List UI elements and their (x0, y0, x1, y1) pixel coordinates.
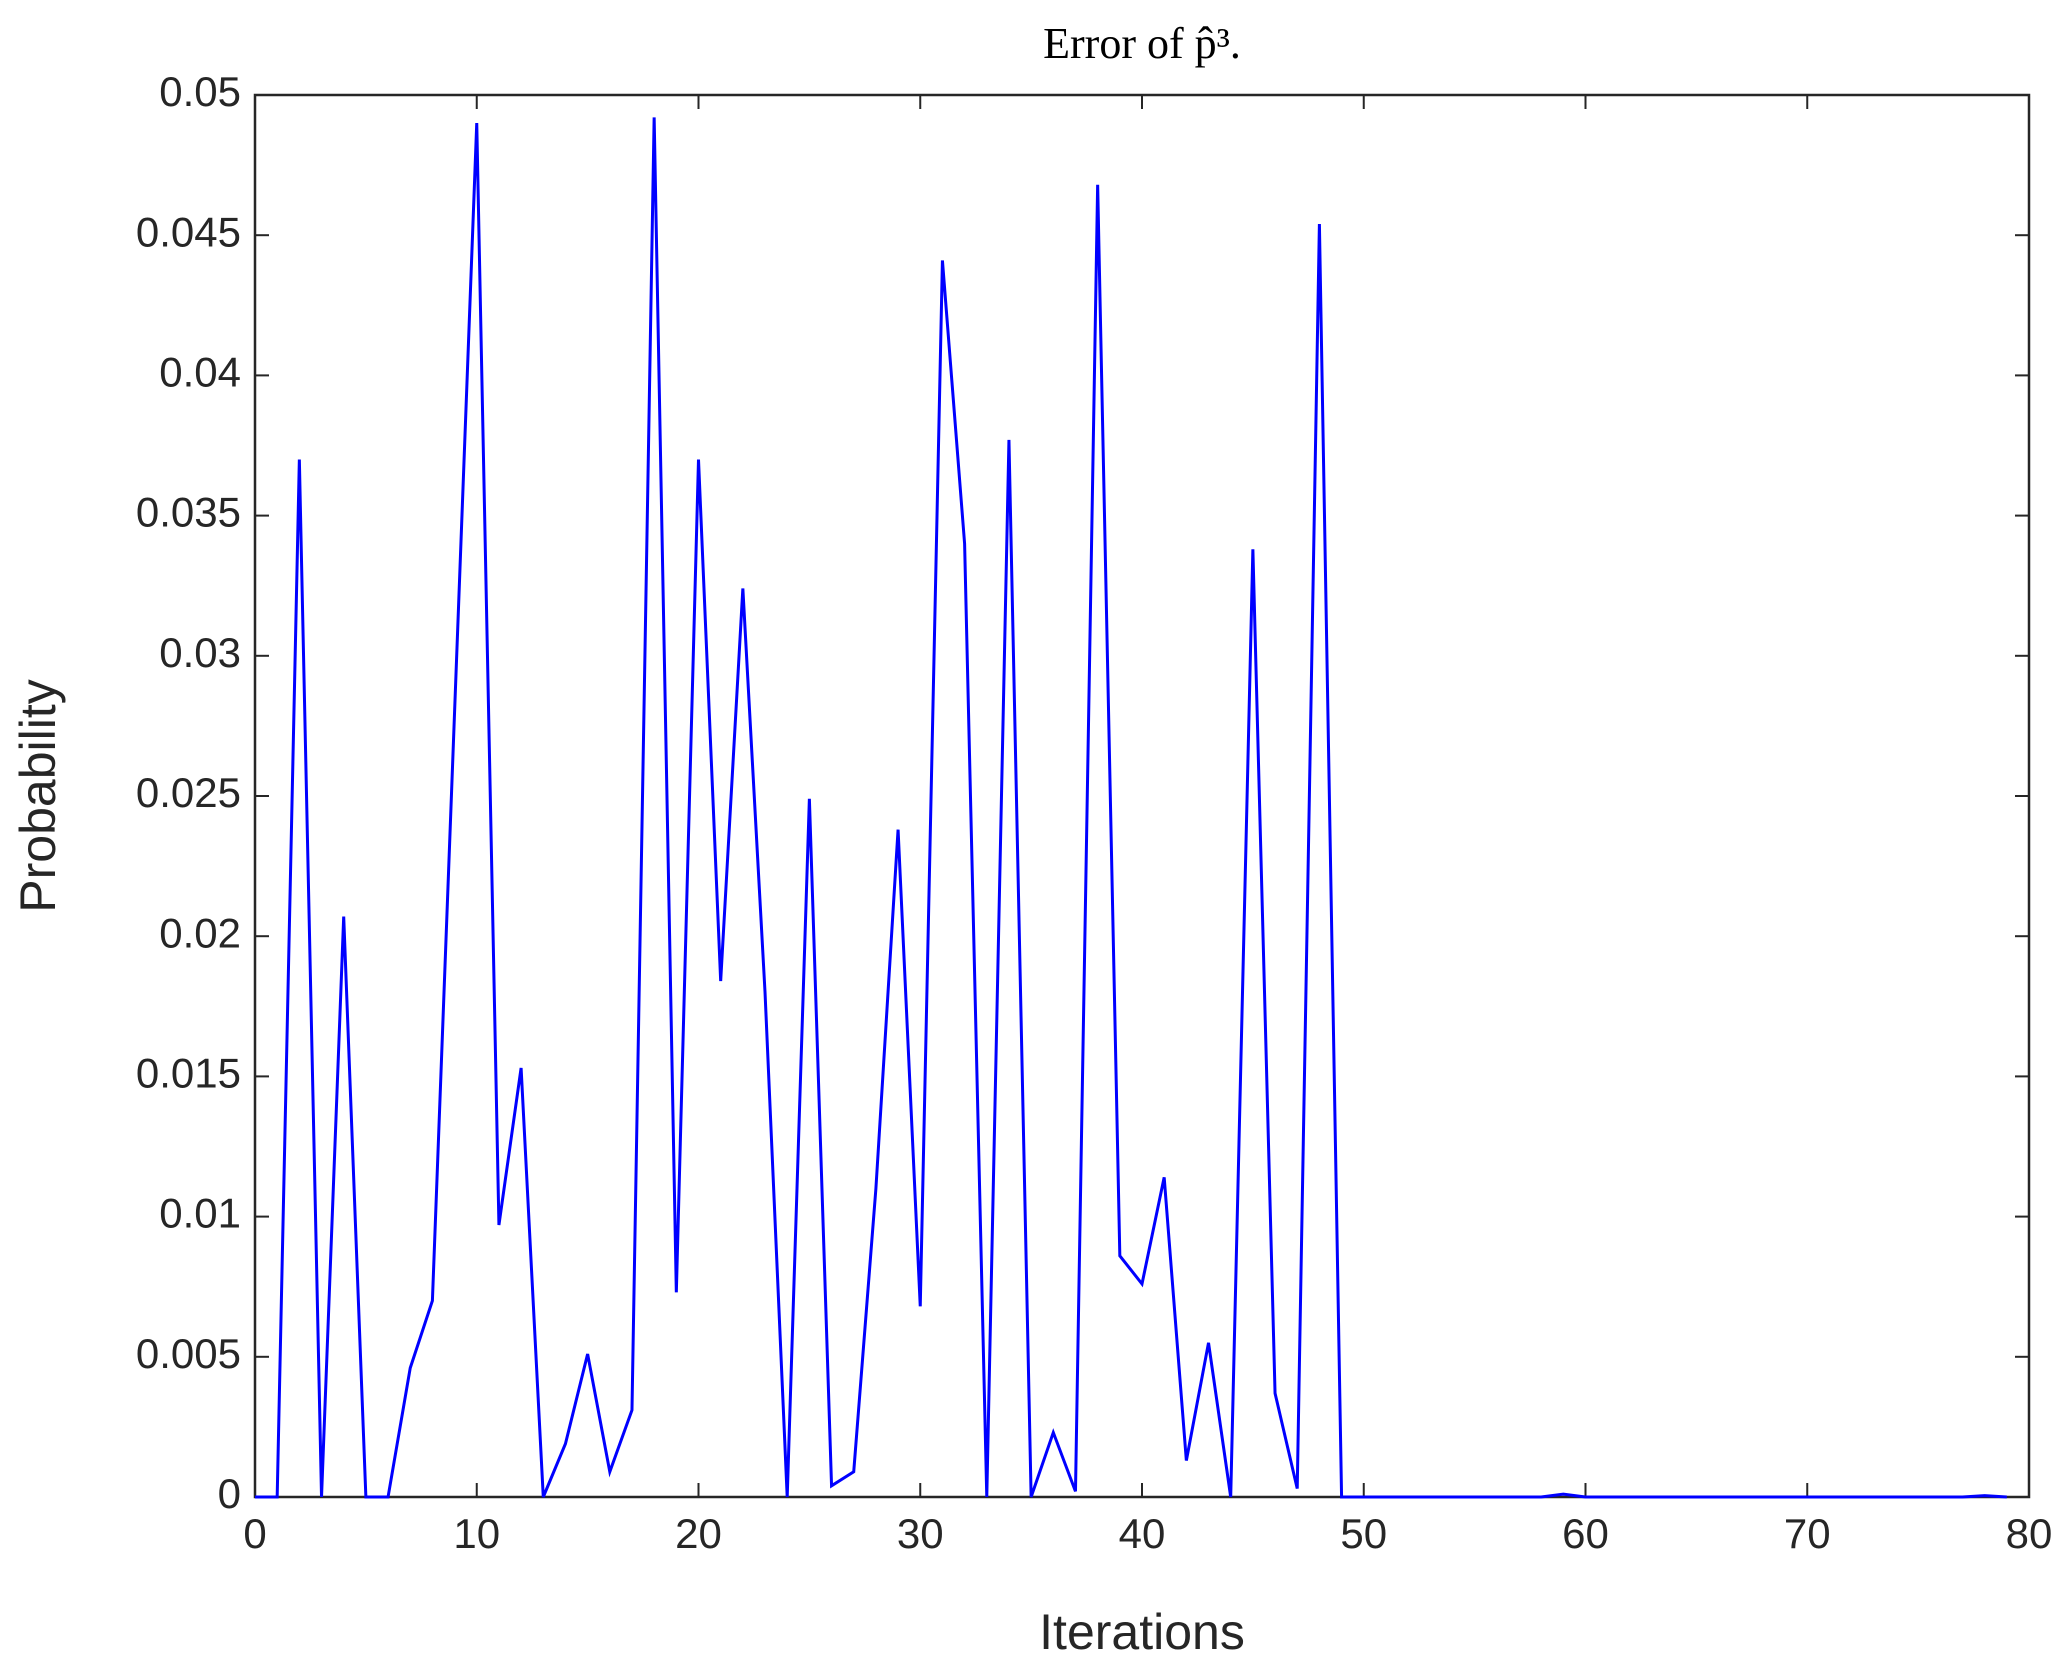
x-tick-label: 70 (1784, 1510, 1831, 1557)
y-tick-label: 0.005 (136, 1330, 241, 1377)
data-line (255, 117, 2007, 1499)
x-tick-label: 60 (1562, 1510, 1609, 1557)
x-tick-label: 50 (1340, 1510, 1387, 1557)
y-tick-label: 0.015 (136, 1049, 241, 1096)
y-tick-label: 0.04 (159, 348, 241, 395)
x-tick-label: 0 (243, 1510, 266, 1557)
plot-frame (253, 93, 2031, 1499)
y-tick-label: 0.01 (159, 1190, 241, 1237)
y-tick-label: 0.045 (136, 208, 241, 255)
y-tick-label: 0.035 (136, 489, 241, 536)
x-tick-label: 20 (675, 1510, 722, 1557)
y-tick-label: 0.02 (159, 909, 241, 956)
x-axis-label: Iterations (1039, 1604, 1245, 1660)
y-tick-label: 0.025 (136, 769, 241, 816)
y-tick-label: 0.03 (159, 629, 241, 676)
y-axis-label: Probability (10, 679, 66, 912)
x-tick-label: 10 (453, 1510, 500, 1557)
x-tick-label: 80 (2006, 1510, 2053, 1557)
chart-title: Error of p̂³. (1043, 19, 1241, 68)
y-tick-label: 0.05 (159, 68, 241, 115)
x-tick-label: 30 (897, 1510, 944, 1557)
x-tick-label: 40 (1119, 1510, 1166, 1557)
y-tick-label: 0 (218, 1470, 241, 1517)
